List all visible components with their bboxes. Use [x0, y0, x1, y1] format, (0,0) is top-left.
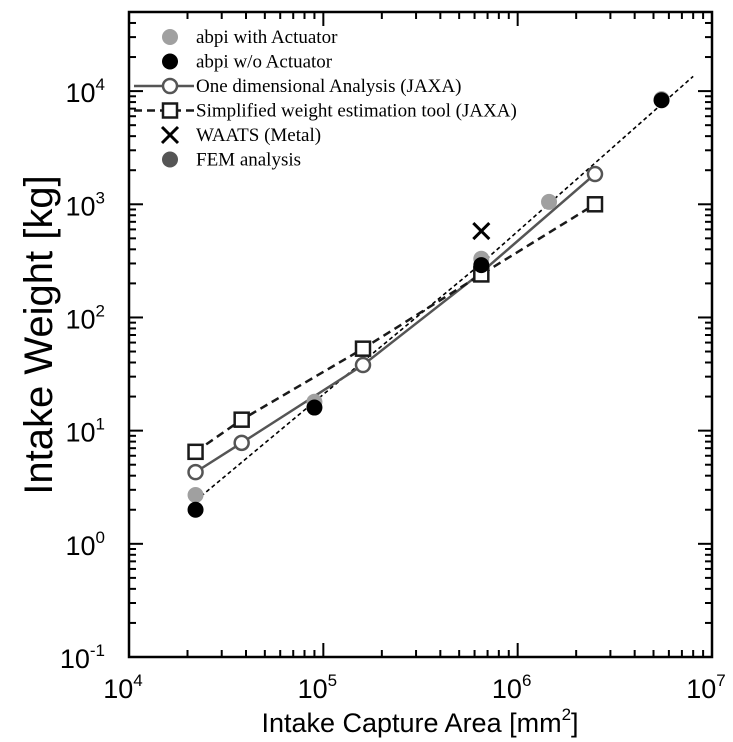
axis-ticks: [128, 11, 712, 658]
data-point: [541, 193, 558, 210]
cross-stroke: [472, 222, 491, 241]
x-tick-label-exponent: 5: [328, 671, 337, 690]
series-2: [187, 165, 604, 481]
y-tick-label-exponent: 2: [96, 301, 105, 320]
x-tick-label-base: 10: [103, 674, 133, 704]
y-tick-label-exponent: 1: [96, 415, 105, 434]
legend-label: abpi w/o Actuator: [196, 52, 333, 73]
data-point: [187, 501, 204, 518]
y-tick-label-exponent: 4: [96, 75, 105, 94]
series-4: [472, 222, 491, 241]
data-point: [653, 92, 670, 109]
y-tick-label: 104: [65, 75, 105, 108]
x-tick-label-exponent: 4: [133, 671, 142, 690]
y-tick-label-base: 10: [65, 418, 95, 448]
legend-label: One dimensional Analysis (JAXA): [196, 76, 461, 97]
x-tick-label-base: 10: [492, 674, 522, 704]
legend-entry: Simplified weight estimation tool (JAXA): [134, 101, 517, 122]
legend-label: Simplified weight estimation tool (JAXA): [196, 101, 517, 122]
x-axis-title: Intake Capture Area [mm2]: [261, 705, 578, 738]
y-tick-label-exponent: 0: [96, 528, 105, 547]
data-point: [233, 411, 250, 428]
legend-symbol: [162, 53, 178, 70]
x-tick-label: 104: [103, 671, 143, 704]
legend-symbol: [160, 125, 180, 145]
data-point: [354, 356, 372, 374]
legend-entry: abpi w/o Actuator: [162, 52, 333, 73]
data-point: [306, 399, 323, 416]
y-tick-label-base: 10: [65, 304, 95, 334]
y-tick-label: 102: [65, 301, 105, 334]
y-tick-label: 100: [65, 528, 105, 561]
legend-entry: One dimensional Analysis (JAXA): [134, 76, 461, 97]
y-tick-label: 103: [65, 188, 105, 221]
y-tick-label-base: 10: [65, 78, 95, 108]
series-layer: [187, 75, 694, 518]
fit-line: [195, 75, 694, 502]
legend-symbol: [162, 151, 178, 168]
x-tick-label: 105: [298, 671, 338, 704]
legend: abpi with Actuator abpi w/o Actuator One d…: [134, 27, 517, 171]
x-tick-label-base: 10: [686, 674, 716, 704]
legend-symbol: [161, 77, 179, 95]
cross-stroke: [160, 125, 180, 145]
x-tick-label-exponent: 7: [716, 671, 725, 690]
y-tick-label-exponent: 3: [96, 188, 105, 207]
y-tick-label: 101: [65, 415, 105, 448]
data-point: [586, 196, 604, 213]
legend-label: FEM analysis: [196, 150, 301, 171]
data-point: [473, 257, 490, 274]
data-point: [187, 443, 204, 461]
series-6: [195, 75, 694, 502]
series-3: [187, 196, 604, 461]
data-point: [586, 165, 604, 183]
legend-entry: FEM analysis: [162, 150, 301, 171]
y-tick-label: 10-1: [60, 641, 105, 674]
x-axis-title-main: Intake Capture Area [mm: [261, 708, 561, 738]
x-tick-label-base: 10: [298, 674, 328, 704]
data-point: [354, 340, 372, 357]
legend-entry: WAATS (Metal): [160, 125, 321, 146]
x-axis-title-sup: 2: [562, 705, 571, 724]
x-tick-label: 107: [686, 671, 726, 704]
y-tick-label-base: 10: [65, 191, 95, 221]
y-tick-label-base: 10: [60, 644, 90, 674]
legend-symbol: [161, 102, 179, 119]
data-point: [187, 487, 204, 504]
legend-entry: abpi with Actuator: [162, 27, 338, 48]
y-axis-title: Intake Weight [kg]: [17, 175, 61, 494]
legend-label: abpi with Actuator: [196, 27, 338, 48]
legend-label: WAATS (Metal): [196, 125, 321, 146]
data-point: [187, 463, 204, 481]
data-point: [472, 222, 491, 241]
x-axis-title-end: ]: [571, 708, 579, 738]
x-tick-label-exponent: 6: [522, 671, 531, 690]
y-tick-label-exponent: -1: [90, 641, 105, 660]
series-line: [194, 173, 596, 474]
y-tick-label-base: 10: [65, 531, 95, 561]
x-tick-label: 106: [492, 671, 532, 704]
series-1: [187, 92, 670, 518]
data-point: [233, 434, 250, 452]
legend-symbol: [162, 29, 178, 45]
series-line: [194, 203, 596, 453]
